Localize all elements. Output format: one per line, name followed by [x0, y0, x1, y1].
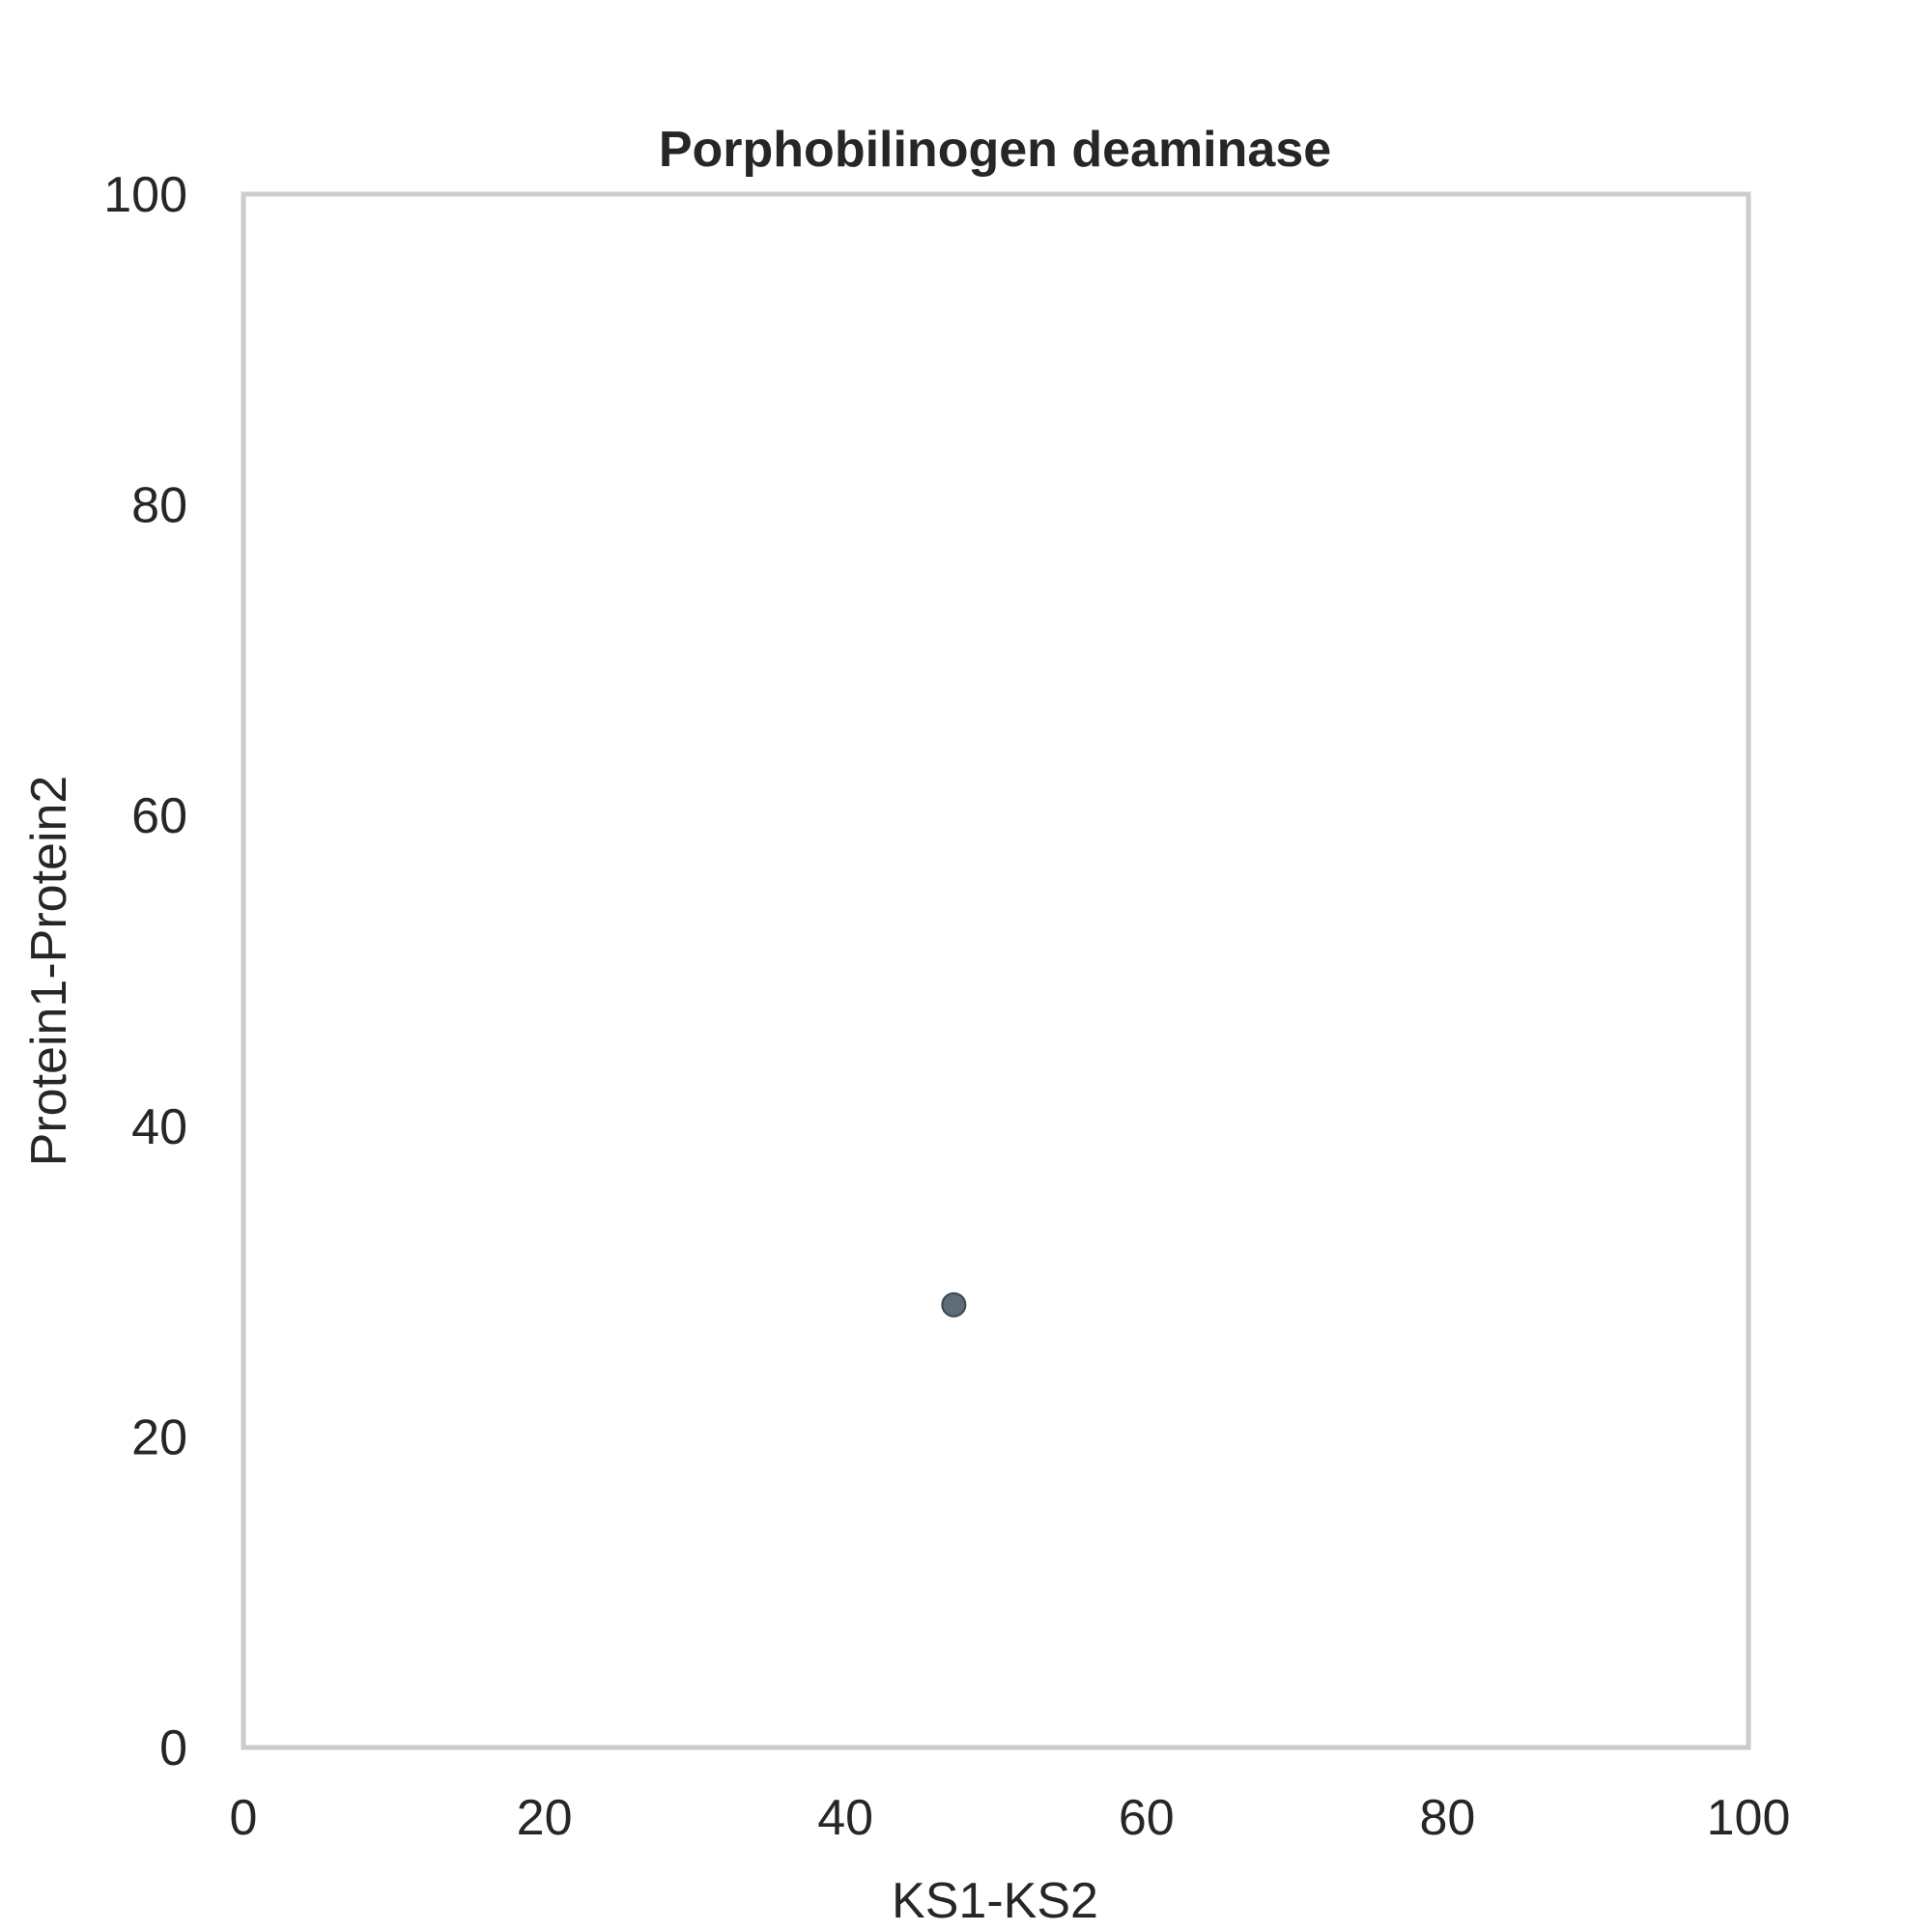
- y-axis-label: Protein1-Protein2: [21, 776, 77, 1167]
- y-tick-label: 20: [131, 1409, 187, 1465]
- x-tick-label: 40: [817, 1790, 873, 1846]
- x-tick-label: 80: [1419, 1790, 1475, 1846]
- y-tick-label: 100: [103, 167, 187, 223]
- y-tick-label: 40: [131, 1099, 187, 1155]
- chart-title: Porphobilinogen deaminase: [659, 122, 1331, 178]
- x-tick-label: 0: [230, 1790, 258, 1846]
- y-tick-label: 60: [131, 788, 187, 844]
- y-axis-ticks: 0 20 40 60 80 100: [103, 167, 187, 1776]
- scatter-point: [941, 1292, 967, 1318]
- x-tick-label: 60: [1119, 1790, 1175, 1846]
- data-points: [941, 1292, 967, 1318]
- x-tick-label: 100: [1707, 1790, 1791, 1846]
- y-tick-label: 80: [131, 478, 187, 534]
- x-tick-label: 20: [517, 1790, 573, 1846]
- plot-area-frame: [241, 191, 1751, 1750]
- x-axis-ticks: 0 20 40 60 80 100: [230, 1790, 1791, 1846]
- x-axis-label: KS1-KS2: [892, 1873, 1098, 1929]
- y-tick-label: 0: [159, 1720, 187, 1776]
